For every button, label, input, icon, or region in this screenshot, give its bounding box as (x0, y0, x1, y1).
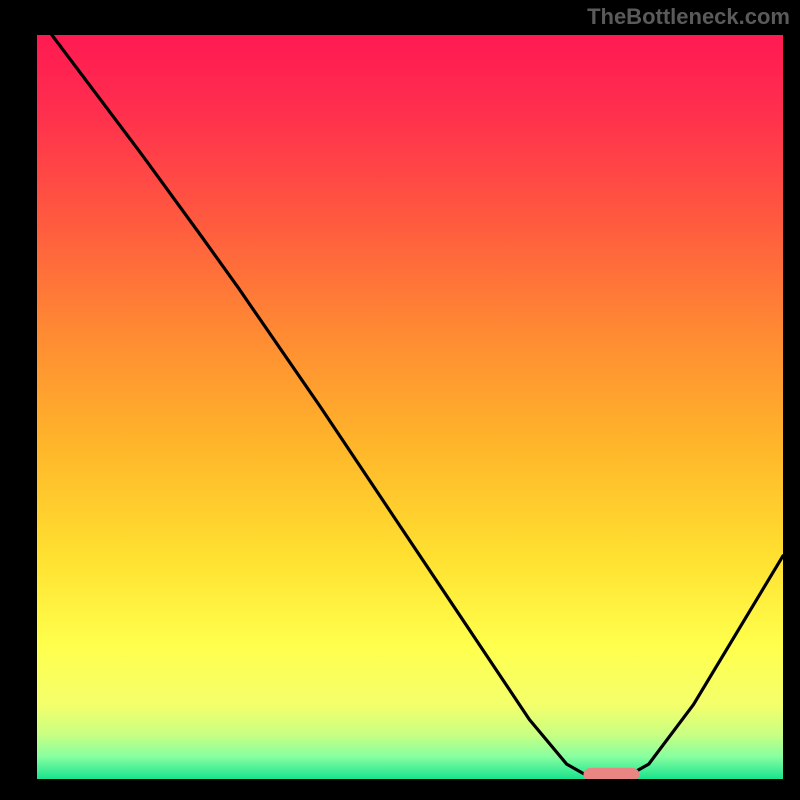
chart-plot-area (32, 30, 788, 784)
gradient-background (37, 35, 783, 779)
watermark-text: TheBottleneck.com (587, 4, 790, 30)
